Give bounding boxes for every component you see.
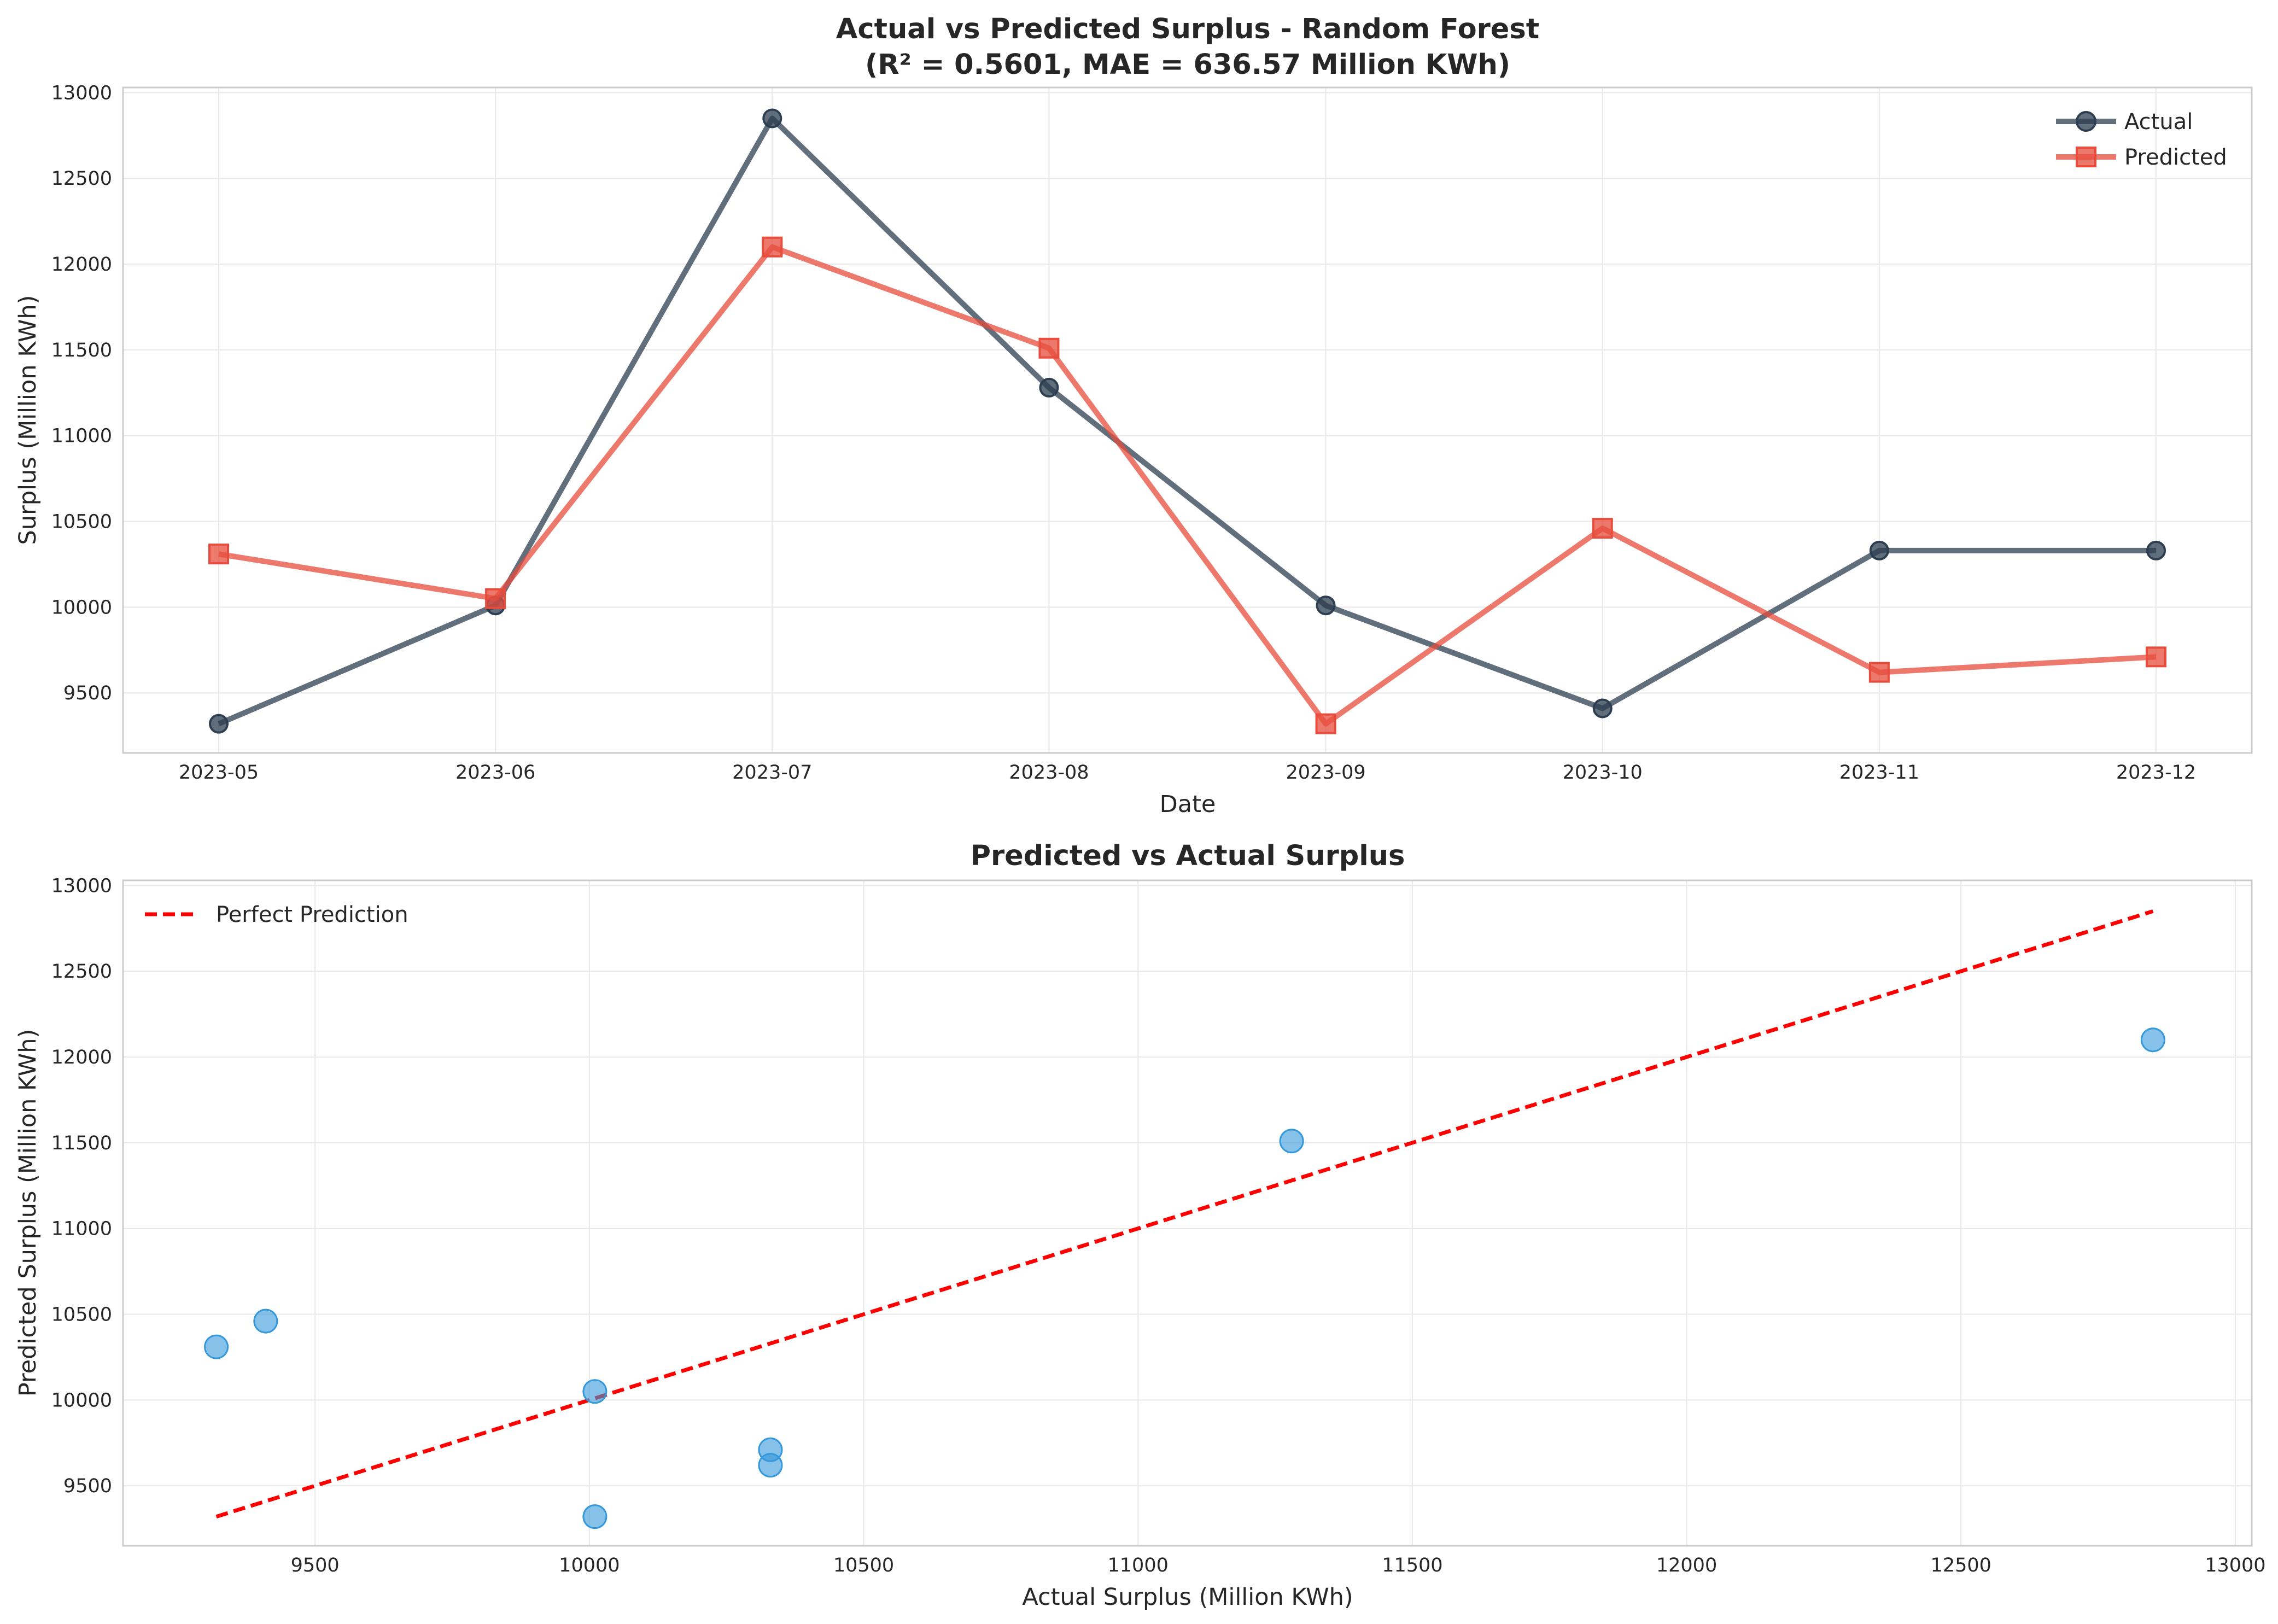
scatter-point (1279, 1129, 1304, 1154)
x-axis-ticks: 9500 10000 10500 11000 11500 12000 12500 13000 (291, 1555, 2266, 1576)
y-tick-label: 9500 (63, 682, 112, 704)
plot-area (123, 87, 2252, 753)
x-tick-label: 12500 (1931, 1555, 1991, 1576)
x-tick-label: 2023-05 (179, 762, 259, 784)
y-axis-label: Surplus (Million KWh) (14, 295, 42, 545)
series (204, 909, 2165, 1529)
y-tick-label: 11500 (51, 340, 112, 361)
legend: Perfect Prediction (145, 902, 408, 927)
scatter-point (204, 1334, 229, 1359)
data-point-actual (1316, 595, 1336, 616)
chart-title: Predicted vs Actual Surplus (971, 840, 1405, 872)
data-point-actual (1039, 377, 1059, 398)
y-tick-label: 13000 (51, 82, 112, 104)
data-point-actual (762, 108, 782, 128)
data-point-predicted (1868, 662, 1890, 683)
y-tick-label: 11500 (51, 1132, 112, 1154)
legend-predicted-label: Predicted (2124, 145, 2227, 170)
y-tick-label: 11000 (51, 425, 112, 447)
x-tick-label: 13000 (2205, 1555, 2265, 1576)
y-tick-label: 13000 (51, 875, 112, 897)
data-point-predicted (485, 588, 506, 609)
x-tick-label: 10500 (833, 1555, 894, 1576)
chart-title: Actual vs Predicted Surplus - Random For… (836, 13, 1539, 45)
x-tick-label: 11500 (1382, 1555, 1442, 1576)
legend-perfect-label: Perfect Prediction (216, 902, 408, 927)
data-point-actual (209, 714, 229, 734)
series (208, 108, 2166, 734)
x-tick-label: 9500 (291, 1555, 340, 1576)
grid (123, 880, 2252, 1546)
data-point-predicted (1315, 713, 1336, 734)
scatter-point (582, 1379, 608, 1404)
scatter-chart: Predicted vs Actual Surplus 9500 10000 105… (14, 840, 2266, 1611)
grid (123, 87, 2252, 753)
x-tick-label: 2023-10 (1563, 762, 1643, 784)
perfect-prediction-line (215, 909, 2154, 1519)
x-tick-label: 10000 (559, 1555, 620, 1576)
legend-actual-label: Actual (2124, 109, 2193, 135)
data-point-predicted (2146, 646, 2166, 668)
line-chart: Actual vs Predicted Surplus - Random For… (14, 13, 2253, 818)
x-tick-label: 2023-11 (1839, 762, 1919, 784)
scatter-point (758, 1437, 783, 1462)
x-tick-label: 2023-07 (732, 762, 812, 784)
y-axis-ticks: 9500 10000 10500 11000 11500 12000 12500 13000 (51, 875, 112, 1497)
x-tick-label: 2023-12 (2116, 762, 2196, 784)
x-tick-label: 12000 (1656, 1555, 1717, 1576)
x-axis-label: Actual Surplus (Million KWh) (1022, 1584, 1353, 1611)
legend-actual-marker (2076, 111, 2096, 132)
plot-frame (122, 879, 2253, 1547)
legend-predicted-marker (2076, 147, 2096, 167)
y-tick-label: 12500 (51, 168, 112, 190)
chart-subtitle: (R² = 0.5601, MAE = 636.57 Million KWh) (865, 49, 1510, 81)
scatter-point (582, 1504, 608, 1529)
y-tick-label: 12000 (51, 1047, 112, 1068)
y-tick-label: 10000 (51, 1389, 112, 1411)
y-tick-label: 10000 (51, 597, 112, 618)
scatter-point (253, 1308, 278, 1334)
x-tick-label: 2023-09 (1286, 762, 1365, 784)
x-tick-label: 2023-08 (1009, 762, 1089, 784)
plot-frame (122, 86, 2253, 754)
legend: Actual Predicted (2056, 109, 2227, 170)
series-line-actual (218, 115, 2156, 727)
y-tick-label: 10500 (51, 511, 112, 533)
x-axis-ticks: 2023-05 2023-06 2023-07 2023-08 2023-09 2023-… (179, 762, 2196, 784)
data-point-predicted (1038, 337, 1060, 359)
data-point-predicted (208, 544, 229, 565)
y-tick-label: 12000 (51, 254, 112, 276)
y-tick-label: 11000 (51, 1218, 112, 1240)
y-axis-ticks: 9500 10000 10500 11000 11500 12000 12500 13000 (51, 82, 112, 704)
data-point-predicted (762, 236, 783, 258)
data-point-actual (1869, 540, 1889, 560)
scatter-point (2140, 1027, 2165, 1053)
y-axis-label: Predicted Surplus (Million KWh) (14, 1029, 42, 1397)
x-tick-label: 2023-06 (455, 762, 535, 784)
y-tick-label: 9500 (63, 1475, 112, 1497)
y-tick-label: 10500 (51, 1304, 112, 1326)
y-tick-label: 12500 (51, 961, 112, 983)
series-line-predicted (218, 244, 2157, 727)
data-point-predicted (1592, 518, 1613, 539)
x-tick-label: 11000 (1108, 1555, 1169, 1576)
x-axis-label: Date (1160, 791, 1216, 818)
data-point-actual (1592, 698, 1613, 718)
data-point-actual (2146, 540, 2166, 560)
